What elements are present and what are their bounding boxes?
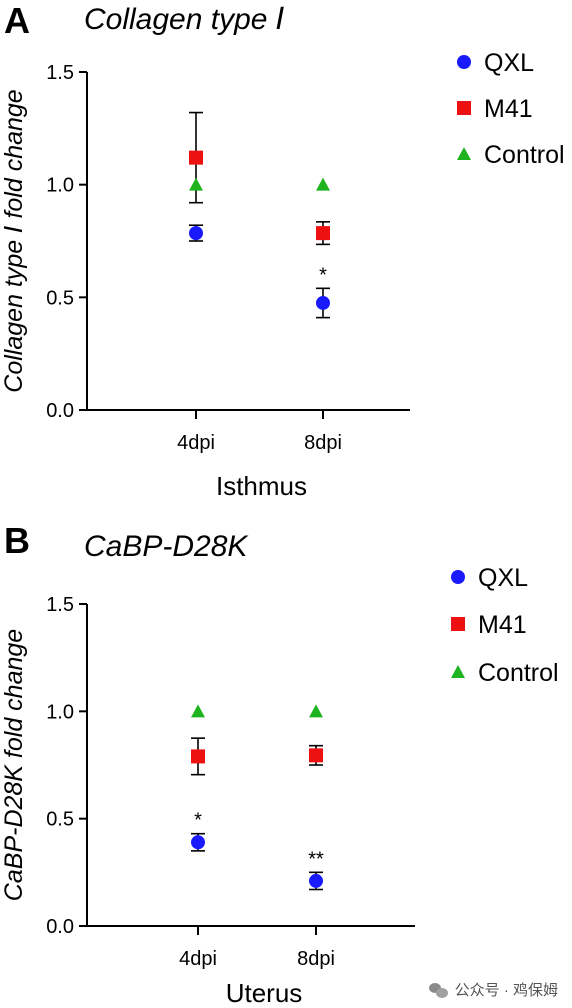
legend-marker-square <box>457 101 471 115</box>
x-tick-label: 8dpi <box>297 948 335 970</box>
significance-label: ** <box>308 848 324 870</box>
watermark: 公众号 · 鸡保姆 <box>428 979 558 1000</box>
legend-marker-circle <box>451 570 465 584</box>
legend-label: QXL <box>484 49 534 77</box>
data-point-square <box>189 150 203 165</box>
x-axis-title: Isthmus <box>216 471 307 501</box>
legend-marker-square <box>451 617 465 631</box>
legend-marker-triangle <box>457 147 471 160</box>
watermark-text: 公众号 · 鸡保姆 <box>454 982 558 999</box>
y-tick-label: 0.5 <box>46 809 74 831</box>
legend-label: QXL <box>478 564 528 592</box>
legend-label: Control <box>484 141 565 169</box>
significance-label: * <box>319 264 327 286</box>
legend-label: Control <box>478 659 559 687</box>
legend-label: M41 <box>478 611 527 639</box>
y-axis-title: CaBP-D28K fold change <box>0 629 28 901</box>
data-point-triangle <box>309 704 323 718</box>
chart-panel-b: B CaBP-D28K 0.0 0.5 1.0 1.5 4dpi 8dpi Uterus Ca… <box>0 508 572 1008</box>
data-point-circle <box>189 226 203 241</box>
y-axis-title: Collagen type Ⅰ fold change <box>0 89 28 392</box>
y-tick-label: 1.0 <box>46 175 74 197</box>
data-point-triangle <box>316 177 330 191</box>
legend-marker-circle <box>457 55 471 69</box>
y-tick-label: 0.0 <box>46 916 74 938</box>
legend-label: M41 <box>484 95 533 123</box>
y-tick-label: 1.0 <box>46 701 74 723</box>
data-point-square <box>309 748 323 763</box>
x-axis-title: Uterus <box>226 978 303 1008</box>
y-tick-label: 1.5 <box>46 62 74 84</box>
significance-label: * <box>194 810 202 832</box>
wechat-icon <box>428 982 449 998</box>
data-point-square <box>316 226 330 241</box>
data-point-circle <box>309 873 323 888</box>
chart-title: Collagen type Ⅰ <box>84 3 285 36</box>
chart-panel-a: A Collagen type Ⅰ 0.0 0.5 1.0 1.5 4dpi 8dpi Is… <box>0 0 565 501</box>
x-tick-label: 4dpi <box>177 432 215 454</box>
y-tick-label: 0.5 <box>46 287 74 309</box>
data-point-circle <box>316 295 330 310</box>
chart-b-plot: 0.0 0.5 1.0 1.5 4dpi 8dpi Uterus CaBP-D28K fold… <box>0 564 559 1008</box>
chart-title: CaBP-D28K <box>84 530 248 563</box>
data-point-triangle <box>191 704 205 718</box>
data-point-circle <box>191 835 205 850</box>
data-point-triangle <box>189 177 203 191</box>
x-tick-label: 4dpi <box>179 948 217 970</box>
chart-a-plot: 0.0 0.5 1.0 1.5 4dpi 8dpi Isthmus Collagen type… <box>0 49 565 501</box>
data-point-square <box>191 749 205 764</box>
x-tick-label: 8dpi <box>304 432 342 454</box>
panel-letter: B <box>4 520 30 561</box>
legend-marker-triangle <box>451 665 465 678</box>
y-tick-label: 0.0 <box>46 400 74 422</box>
y-tick-label: 1.5 <box>46 594 74 616</box>
panel-letter: A <box>4 0 30 41</box>
